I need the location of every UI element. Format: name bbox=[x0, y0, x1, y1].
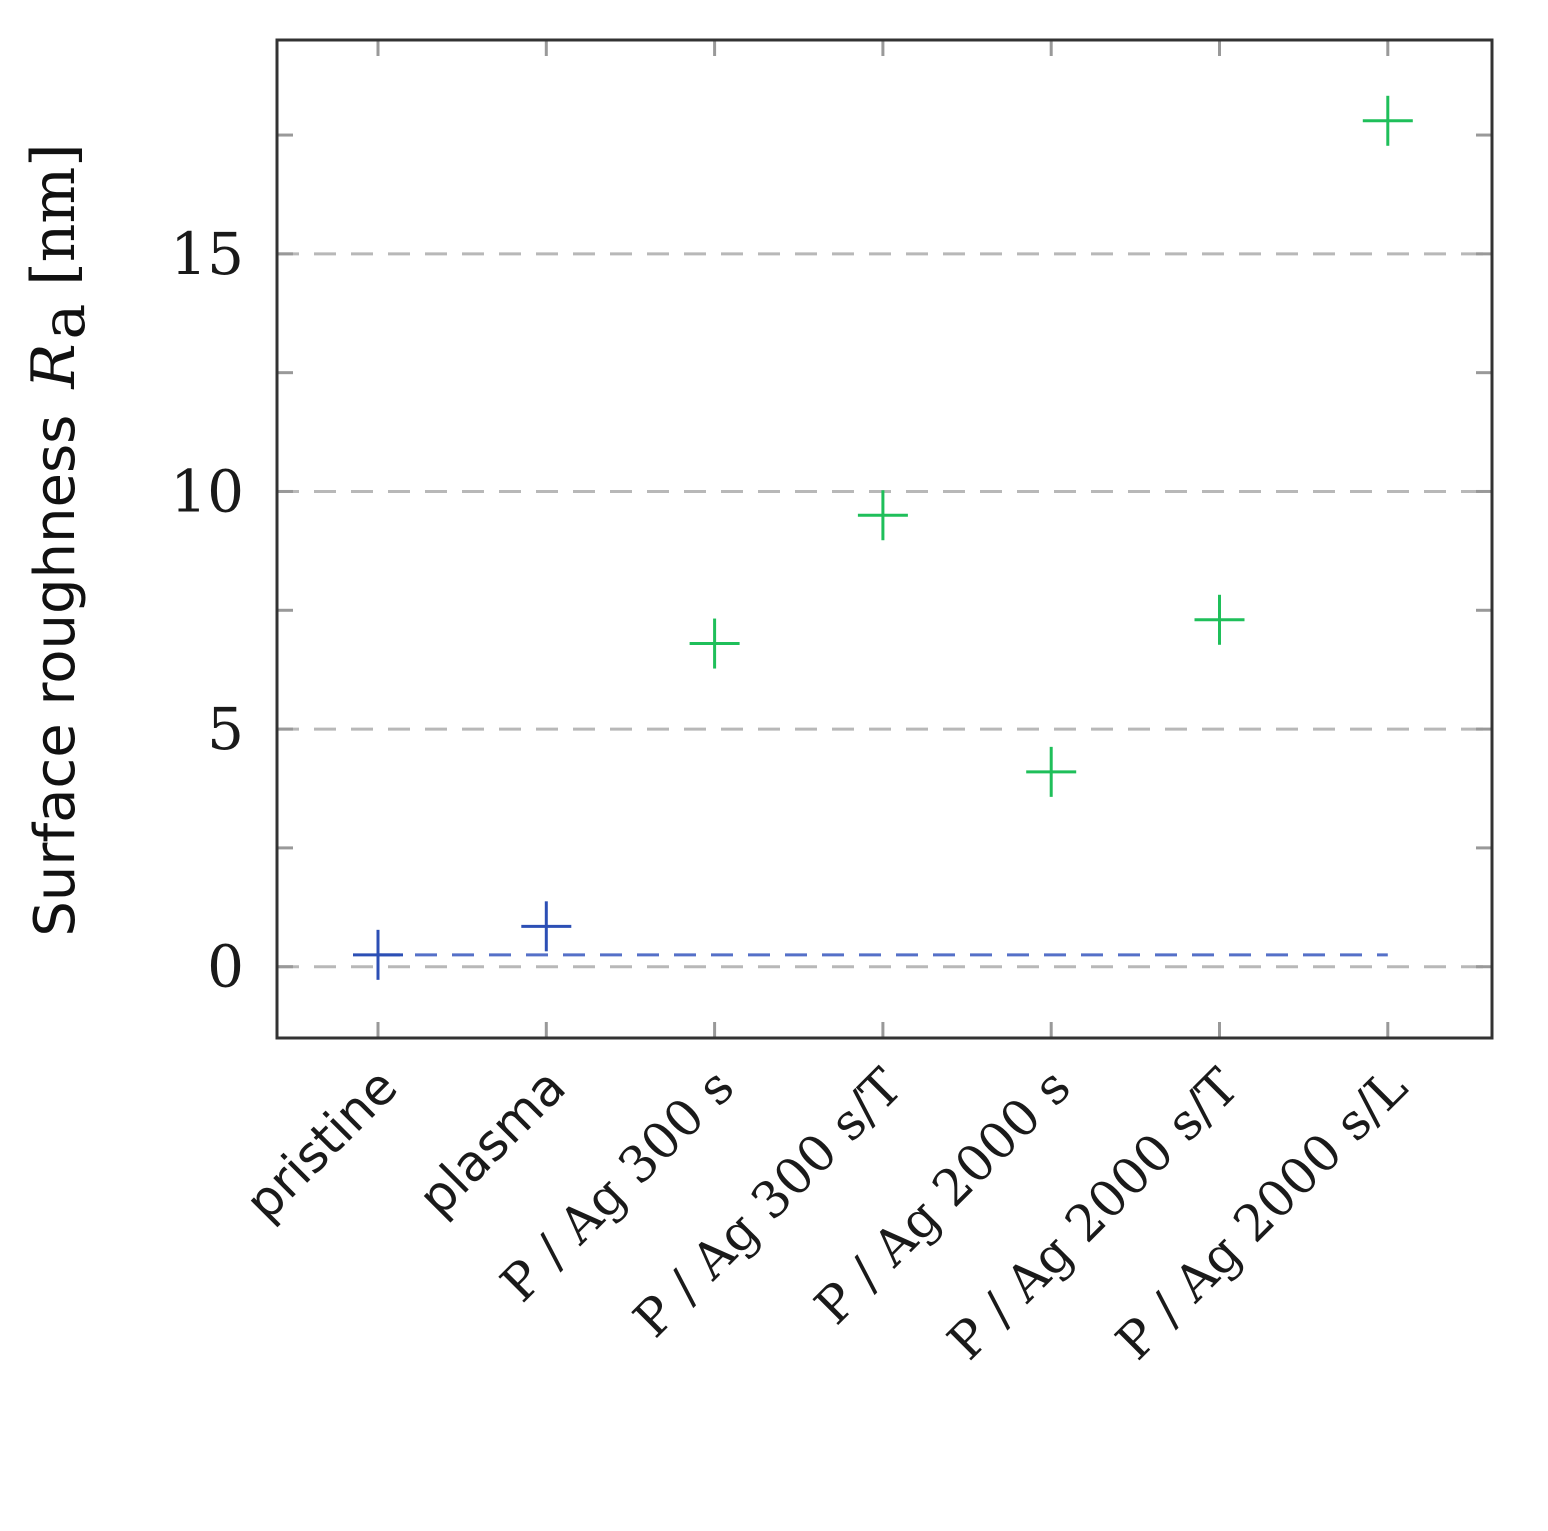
marker-p-ag-2000-s bbox=[1026, 746, 1077, 797]
y-tick-label-10: 10 bbox=[170, 457, 244, 525]
y-axis-label-symbol: R bbox=[19, 343, 89, 389]
y-axis-label-subscript: a bbox=[29, 304, 99, 340]
axis-ticks bbox=[277, 40, 1492, 1038]
y-axis-label-unit: [nm] bbox=[19, 143, 89, 285]
x-tick-label: P / Ag 2000 s/L bbox=[1105, 1057, 1418, 1370]
x-tick-label: pristine bbox=[234, 1057, 408, 1231]
x-tick-label: P / Ag 2000 s/T bbox=[937, 1057, 1250, 1370]
marker-p-ag-300-s-t bbox=[857, 490, 908, 541]
marker-p-ag-2000-s-t bbox=[1194, 594, 1245, 645]
y-axis-label: Surface roughness R a [nm] bbox=[19, 143, 99, 936]
marker-p-ag-300-s bbox=[689, 618, 740, 669]
svg-text:Surface roughness R: Surface roughness R a [nm] bbox=[19, 143, 99, 936]
data-markers bbox=[353, 95, 1413, 980]
marker-plasma bbox=[521, 901, 572, 952]
y-tick-label-5: 5 bbox=[207, 695, 244, 763]
plot-frame bbox=[275, 38, 1494, 1040]
y-axis-label-text: Surface roughness bbox=[23, 415, 88, 937]
marker-pristine bbox=[353, 929, 403, 980]
x-tick-label: plasma bbox=[407, 1057, 576, 1226]
y-tick-label-15: 15 bbox=[170, 220, 244, 288]
y-tick-label-0: 0 bbox=[207, 933, 244, 1001]
marker-p-ag-2000-s-l bbox=[1362, 95, 1413, 146]
grid-lines bbox=[277, 252, 1492, 969]
y-tick-labels: 0 5 10 15 bbox=[170, 220, 244, 1001]
